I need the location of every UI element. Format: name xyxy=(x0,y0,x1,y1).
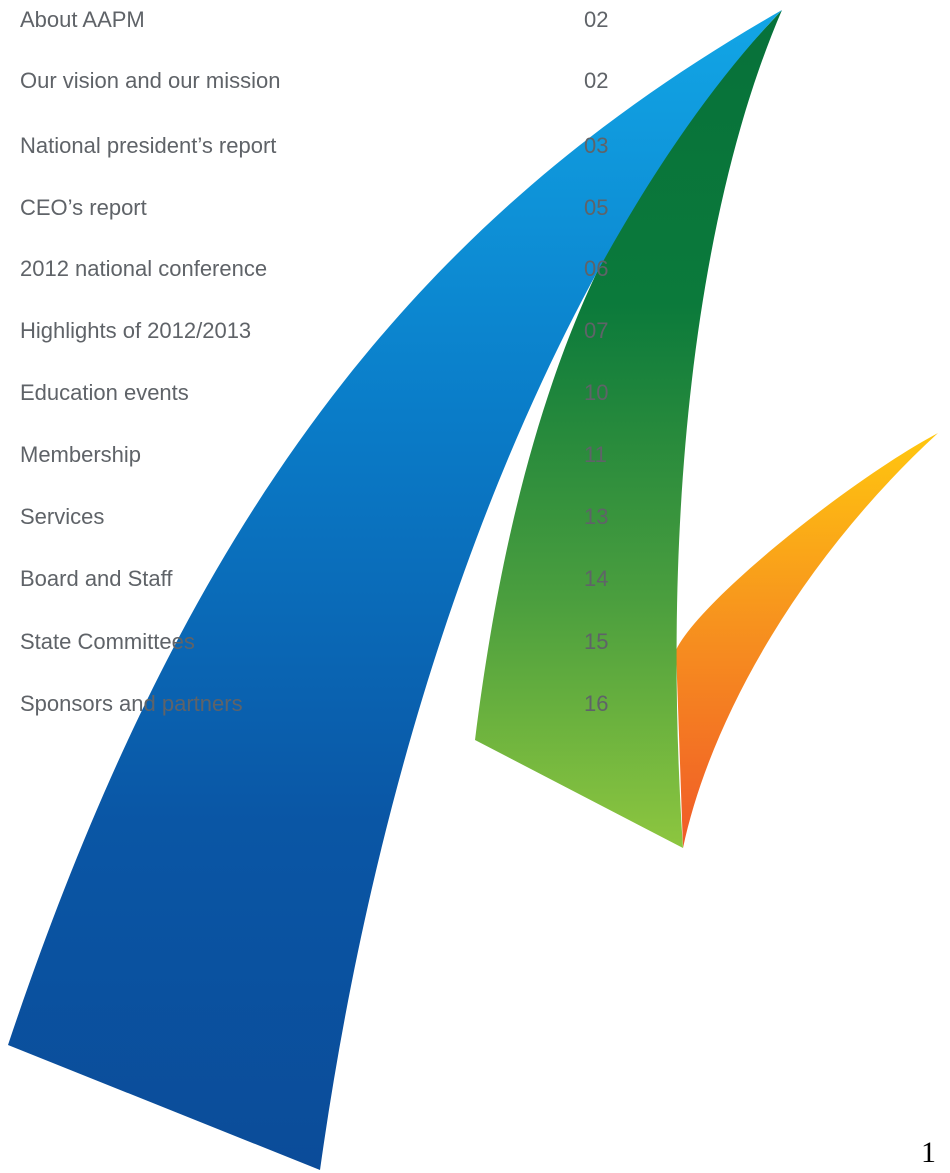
toc-entry-services[interactable]: Services 13 xyxy=(0,499,700,535)
toc-entry-page: 06 xyxy=(584,251,608,287)
toc-entry-page: 02 xyxy=(584,2,608,38)
toc-entry-title: Membership xyxy=(20,437,141,473)
toc-entry-education-events[interactable]: Education events 10 xyxy=(0,375,700,411)
toc-entry-title: National president’s report xyxy=(20,128,276,164)
toc-entry-page: 11 xyxy=(584,437,607,473)
toc-entry-membership[interactable]: Membership 11 xyxy=(0,437,700,473)
toc-entry-page: 07 xyxy=(584,313,608,349)
toc-entry-page: 13 xyxy=(584,499,608,535)
toc-entry-page: 16 xyxy=(584,686,608,722)
toc-entry-ceo-report[interactable]: CEO’s report 05 xyxy=(0,190,700,226)
toc-entry-title: Sponsors and partners xyxy=(20,686,243,722)
toc-entry-title: Board and Staff xyxy=(20,561,173,597)
toc-entry-title: State Committees xyxy=(20,624,195,660)
toc-entry-title: CEO’s report xyxy=(20,190,147,226)
toc-entry-page: 02 xyxy=(584,63,608,99)
toc-entry-page: 10 xyxy=(584,375,608,411)
toc-entry-page: 14 xyxy=(584,561,608,597)
table-of-contents: About AAPM 02 Our vision and our mission… xyxy=(0,0,950,760)
page-number: 1 xyxy=(921,1135,936,1171)
toc-entry-title: Highlights of 2012/2013 xyxy=(20,313,251,349)
toc-entry-state-committees[interactable]: State Committees 15 xyxy=(0,624,700,660)
toc-entry-highlights[interactable]: Highlights of 2012/2013 07 xyxy=(0,313,700,349)
toc-entry-vision-mission[interactable]: Our vision and our mission 02 xyxy=(0,63,700,99)
toc-entry-page: 05 xyxy=(584,190,608,226)
toc-entry-page: 03 xyxy=(584,128,608,164)
toc-entry-national-conference[interactable]: 2012 national conference 06 xyxy=(0,251,700,287)
toc-entry-sponsors-partners[interactable]: Sponsors and partners 16 xyxy=(0,686,700,722)
toc-entry-title: About AAPM xyxy=(20,2,145,38)
toc-entry-title: Our vision and our mission xyxy=(20,63,280,99)
toc-entry-board-staff[interactable]: Board and Staff 14 xyxy=(0,561,700,597)
toc-entry-page: 15 xyxy=(584,624,608,660)
toc-entry-title: Education events xyxy=(20,375,189,411)
toc-entry-presidents-report[interactable]: National president’s report 03 xyxy=(0,128,700,164)
toc-entry-title: 2012 national conference xyxy=(20,251,267,287)
toc-entry-about-aapm[interactable]: About AAPM 02 xyxy=(0,2,700,38)
toc-entry-title: Services xyxy=(20,499,104,535)
